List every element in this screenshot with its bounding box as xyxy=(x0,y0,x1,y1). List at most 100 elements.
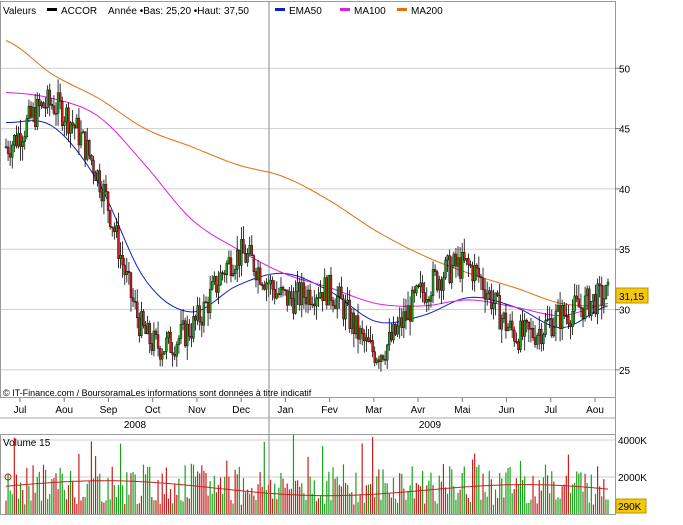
candle-body xyxy=(6,146,10,154)
candle-body xyxy=(150,343,154,351)
candle-body xyxy=(154,330,158,335)
candle-body xyxy=(111,226,114,229)
candle-body xyxy=(311,303,314,306)
candle-body xyxy=(88,139,91,156)
candle-body xyxy=(435,271,439,291)
candle-body xyxy=(460,251,464,279)
candle-body xyxy=(479,276,483,279)
candle-body xyxy=(381,355,385,360)
candle-body xyxy=(21,141,24,147)
candle-body xyxy=(94,172,97,182)
candle-body xyxy=(510,320,514,331)
candle-body xyxy=(98,170,101,193)
candle-body xyxy=(42,102,45,108)
candle-body xyxy=(108,210,112,228)
candle-body xyxy=(433,269,437,273)
candle-body xyxy=(300,282,303,306)
candle-body xyxy=(90,155,93,161)
candle-body xyxy=(315,297,318,307)
candle-body xyxy=(502,312,506,319)
candle-body xyxy=(215,276,218,293)
legend-ma100: MA100 xyxy=(354,6,386,17)
candle-body xyxy=(131,297,135,302)
last-volume-badge xyxy=(615,498,647,514)
candle-body xyxy=(231,273,235,276)
candle-body xyxy=(254,271,258,281)
candle-body xyxy=(15,134,18,147)
candle-body xyxy=(67,107,70,134)
volume-title: Volume 15 xyxy=(3,438,51,449)
candle-body xyxy=(27,105,31,119)
candle-body xyxy=(219,272,222,286)
candle-body xyxy=(83,131,87,160)
candle-body xyxy=(473,264,476,282)
candle-body xyxy=(236,249,239,270)
candle-body xyxy=(469,264,472,267)
series-line-ma100 xyxy=(5,91,609,317)
candle-body xyxy=(483,289,487,300)
candle-body xyxy=(596,283,599,315)
candle-body xyxy=(252,255,256,272)
candle-body xyxy=(585,288,589,297)
candle-body xyxy=(331,300,335,306)
candle-body xyxy=(204,301,208,304)
candle-body xyxy=(556,305,560,312)
candle-body xyxy=(588,288,591,317)
month-tick-label: Fev xyxy=(321,405,338,416)
candle-body xyxy=(342,298,345,320)
candle-body xyxy=(208,289,212,313)
candle-body xyxy=(456,257,460,267)
candle-body xyxy=(140,311,143,337)
candle-body xyxy=(65,107,68,123)
chart-legend: Valeurs ACCOR Année •Bas: 25,20 •Haut: 3… xyxy=(3,6,443,17)
candle-body xyxy=(467,258,470,265)
candle-body xyxy=(602,298,606,306)
candle-body xyxy=(535,335,539,345)
legend-swatch-accor xyxy=(47,8,57,11)
candle-body xyxy=(352,312,356,335)
candle-body xyxy=(269,279,272,285)
candle-body xyxy=(202,301,206,326)
candle-body xyxy=(306,289,310,305)
candle-body xyxy=(373,351,376,363)
candle-body xyxy=(558,305,562,329)
candle-body xyxy=(317,297,320,299)
candle-body xyxy=(138,317,141,337)
candle-body xyxy=(573,295,576,312)
candle-body xyxy=(277,293,281,296)
candle-body xyxy=(121,255,124,266)
candle-body xyxy=(161,353,164,360)
candle-body xyxy=(446,255,449,261)
price-panel-frame xyxy=(0,1,616,398)
candle-body xyxy=(371,340,374,352)
candle-body xyxy=(54,113,58,115)
legend-swatch-ema50 xyxy=(275,8,285,11)
candle-body xyxy=(194,316,197,321)
candle-body xyxy=(394,323,397,335)
candle-body xyxy=(338,286,341,297)
candle-body xyxy=(123,264,126,275)
candle-body xyxy=(58,92,62,102)
candle-body xyxy=(190,336,193,339)
last-price-badge xyxy=(615,287,649,304)
candle-body xyxy=(144,325,147,335)
candle-body xyxy=(402,311,406,328)
candle-body xyxy=(136,301,139,319)
candle-body xyxy=(38,98,41,107)
candle-body xyxy=(354,315,358,335)
candle-body xyxy=(152,330,156,351)
candle-body xyxy=(71,122,74,126)
candle-body xyxy=(496,292,499,296)
candle-body xyxy=(4,146,8,148)
candle-body xyxy=(513,329,516,342)
candle-body xyxy=(258,267,262,285)
candle-body xyxy=(177,338,181,345)
candle-body xyxy=(417,285,420,287)
candle-body xyxy=(504,312,508,331)
candle-body xyxy=(192,316,195,339)
candle-body xyxy=(104,184,108,193)
candle-body xyxy=(592,294,595,302)
candle-body xyxy=(575,295,578,300)
candle-body xyxy=(542,334,545,344)
month-tick-label: Dec xyxy=(232,405,250,416)
